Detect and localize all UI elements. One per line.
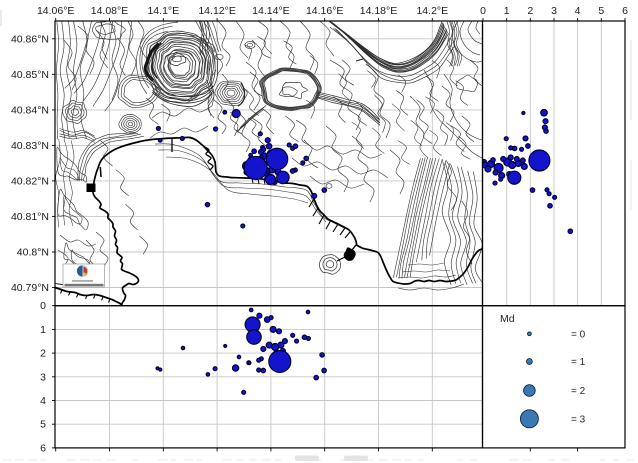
svg-text:0: 0 (40, 300, 46, 312)
svg-text:1: 1 (504, 5, 510, 17)
svg-text:40.84°N: 40.84°N (11, 104, 49, 116)
svg-text:40.83°N: 40.83°N (11, 140, 49, 152)
svg-text:6: 6 (40, 442, 46, 454)
svg-text:5: 5 (40, 419, 46, 431)
svg-text:3: 3 (551, 5, 557, 17)
svg-text:40.82°N: 40.82°N (11, 175, 49, 187)
svg-text:14.12°E: 14.12°E (198, 5, 235, 17)
svg-text:1: 1 (40, 324, 46, 336)
svg-text:14.18°E: 14.18°E (360, 5, 397, 17)
svg-text:5: 5 (598, 5, 604, 17)
svg-text:2: 2 (40, 348, 46, 360)
svg-text:2: 2 (527, 5, 533, 17)
svg-text:40.81°N: 40.81°N (11, 211, 49, 223)
svg-text:14.14°E: 14.14°E (252, 5, 289, 17)
svg-text:40.85°N: 40.85°N (11, 69, 49, 81)
svg-text:14.16°E: 14.16°E (306, 5, 343, 17)
svg-text:Md: Md (500, 313, 515, 325)
svg-text:4: 4 (575, 5, 581, 17)
svg-text:3: 3 (40, 371, 46, 383)
svg-text:14.2°E: 14.2°E (416, 5, 448, 17)
svg-text:4: 4 (40, 395, 46, 407)
svg-text:= 0: = 0 (571, 329, 586, 340)
svg-text:= 2: = 2 (571, 386, 586, 397)
svg-text:14.06°E: 14.06°E (37, 5, 74, 17)
svg-text:= 3: = 3 (571, 414, 586, 425)
svg-text:6: 6 (622, 5, 628, 17)
svg-text:40.86°N: 40.86°N (11, 33, 49, 45)
svg-text:40.79°N: 40.79°N (11, 282, 49, 294)
svg-text:14.08°E: 14.08°E (91, 5, 128, 17)
svg-text:0: 0 (480, 5, 486, 17)
svg-text:14.1°E: 14.1°E (147, 5, 179, 17)
svg-text:40.8°N: 40.8°N (17, 247, 49, 259)
svg-text:= 1: = 1 (571, 357, 586, 368)
